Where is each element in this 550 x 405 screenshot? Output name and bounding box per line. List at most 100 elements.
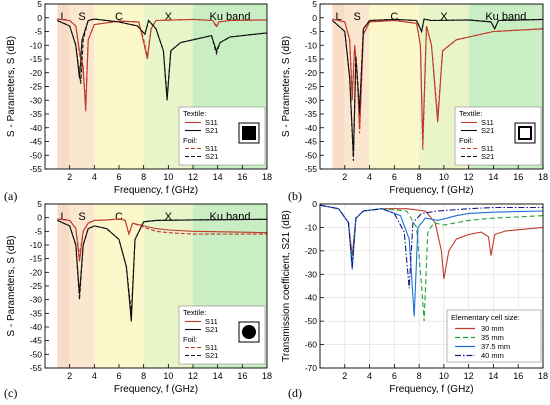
y-tick-label: -25 [305,82,318,92]
legend-subtitle: Foil: [183,335,197,344]
legend-entry: 35 mm [481,333,504,342]
legend-entry: S11 [205,317,218,326]
band-label: Ku band [485,11,526,23]
band-label: C [390,11,398,23]
x-tick-label: 14 [213,371,223,381]
y-tick-label: -5 [309,27,317,37]
y-tick-label: 0 [312,13,317,23]
x-tick-label: 2 [342,371,347,381]
y-tick-label: 0 [37,13,42,23]
legend-entry: S11 [205,144,218,153]
y-tick-label: -10 [305,40,318,50]
band-label: X [165,211,173,223]
x-tick-label: 4 [92,371,97,381]
y-axis-title: S - Parameters, S (dB) [6,235,17,336]
y-tick-label: -50 [305,150,318,160]
y-tick-label: -40 [30,123,43,133]
panel-label: (c) [4,386,17,400]
x-axis-title: Frequency, f (GHz) [114,384,198,395]
band-label: X [165,11,173,23]
y-tick-label: 5 [312,0,317,9]
x-tick-label: 8 [141,172,146,182]
series-line-s21-foil [57,18,267,98]
y-tick-label: -5 [34,226,42,236]
y-tick-label: -20 [305,246,318,256]
y-tick-label: -30 [30,95,43,105]
x-tick-label: 10 [439,172,449,182]
legend-entry: 40 mm [481,351,504,360]
y-tick-label: -40 [305,123,318,133]
y-tick-label: 5 [37,199,42,209]
legend-entry: S21 [205,126,218,135]
panel-label: (b) [288,189,302,203]
x-tick-label: 8 [417,371,422,381]
y-tick-label: -35 [305,109,318,119]
square-ring-icon-inner [518,126,532,140]
y-axis-title: Transmission coefficient, S21 (dB) [281,210,292,362]
x-tick-label: 6 [392,371,397,381]
x-tick-label: 10 [163,172,173,182]
x-tick-label: 18 [262,371,272,381]
x-tick-label: 18 [538,371,548,381]
x-tick-label: 6 [392,172,397,182]
legend-subtitle: Foil: [183,136,197,145]
legend-entry: S21 [205,351,218,360]
y-tick-label: -20 [305,68,318,78]
chart-panel-4: 2 4 6 8 10 12 14 16 18 0 -10 -20 -30 -40 -50 -60 -70 Freq… [281,199,548,400]
y-axis-title: S - Parameters, S (dB) [281,36,292,137]
y-tick-label: -20 [30,267,43,277]
y-tick-label: -55 [30,363,43,373]
band-l [57,4,70,169]
y-tick-label: -15 [30,254,43,264]
band-label: L [60,11,66,23]
band-l [332,4,345,169]
series-line-s11-textile [57,18,267,112]
x-tick-label: 2 [342,172,347,182]
x-tick-label: 12 [464,172,474,182]
legend-title: Textile: [183,109,206,118]
y-tick-label: 0 [37,213,42,223]
legend-entry: S11 [205,343,218,352]
y-tick-label: -10 [30,40,43,50]
y-tick-label: -10 [30,240,43,250]
plot-frame [319,203,544,369]
legend-title: Textile: [183,308,206,317]
y-tick-label: -50 [30,150,43,160]
band-label: Ku band [210,11,251,23]
y-tick-label: -60 [305,340,318,350]
x-tick-label: 10 [163,371,173,381]
series-line-35-mm [320,204,543,322]
y-tick-label: -20 [30,68,43,78]
x-tick-label: 8 [141,371,146,381]
y-tick-label: -30 [305,269,318,279]
y-tick-label: -40 [305,293,318,303]
y-tick-label: -10 [305,222,318,232]
legend-entry: S21 [205,325,218,334]
y-axis-title: S - Parameters, S (dB) [6,36,17,137]
legend-entry: 37.5 mm [481,342,510,351]
legend-box [446,309,542,363]
x-tick-label: 16 [513,371,523,381]
circle-filled-icon [242,325,256,339]
series-line-40-mm [320,204,543,289]
y-tick-label: -50 [305,316,318,326]
legend-title: Textile: [459,109,482,118]
y-tick-label: -55 [305,164,318,174]
legend-entry: S21 [481,152,494,161]
legend-entry: S21 [481,126,494,135]
chart-panel-1: L S C X Ku band 2 4 6 8 10 12 14 16 18 5 0 -5 -10 -15 -20 -2… [4,0,272,203]
x-tick-label: 2 [67,172,72,182]
legend-entry: S11 [481,118,494,127]
y-tick-label: -30 [305,95,318,105]
band-label: Ku band [210,211,251,223]
y-tick-label: -15 [305,54,318,64]
band-s [69,204,95,368]
square-filled-icon-inner [242,126,256,140]
x-tick-label: 4 [367,371,372,381]
y-tick-label: 0 [312,199,317,209]
band-label: S [78,11,85,23]
band-label: X [440,11,448,23]
